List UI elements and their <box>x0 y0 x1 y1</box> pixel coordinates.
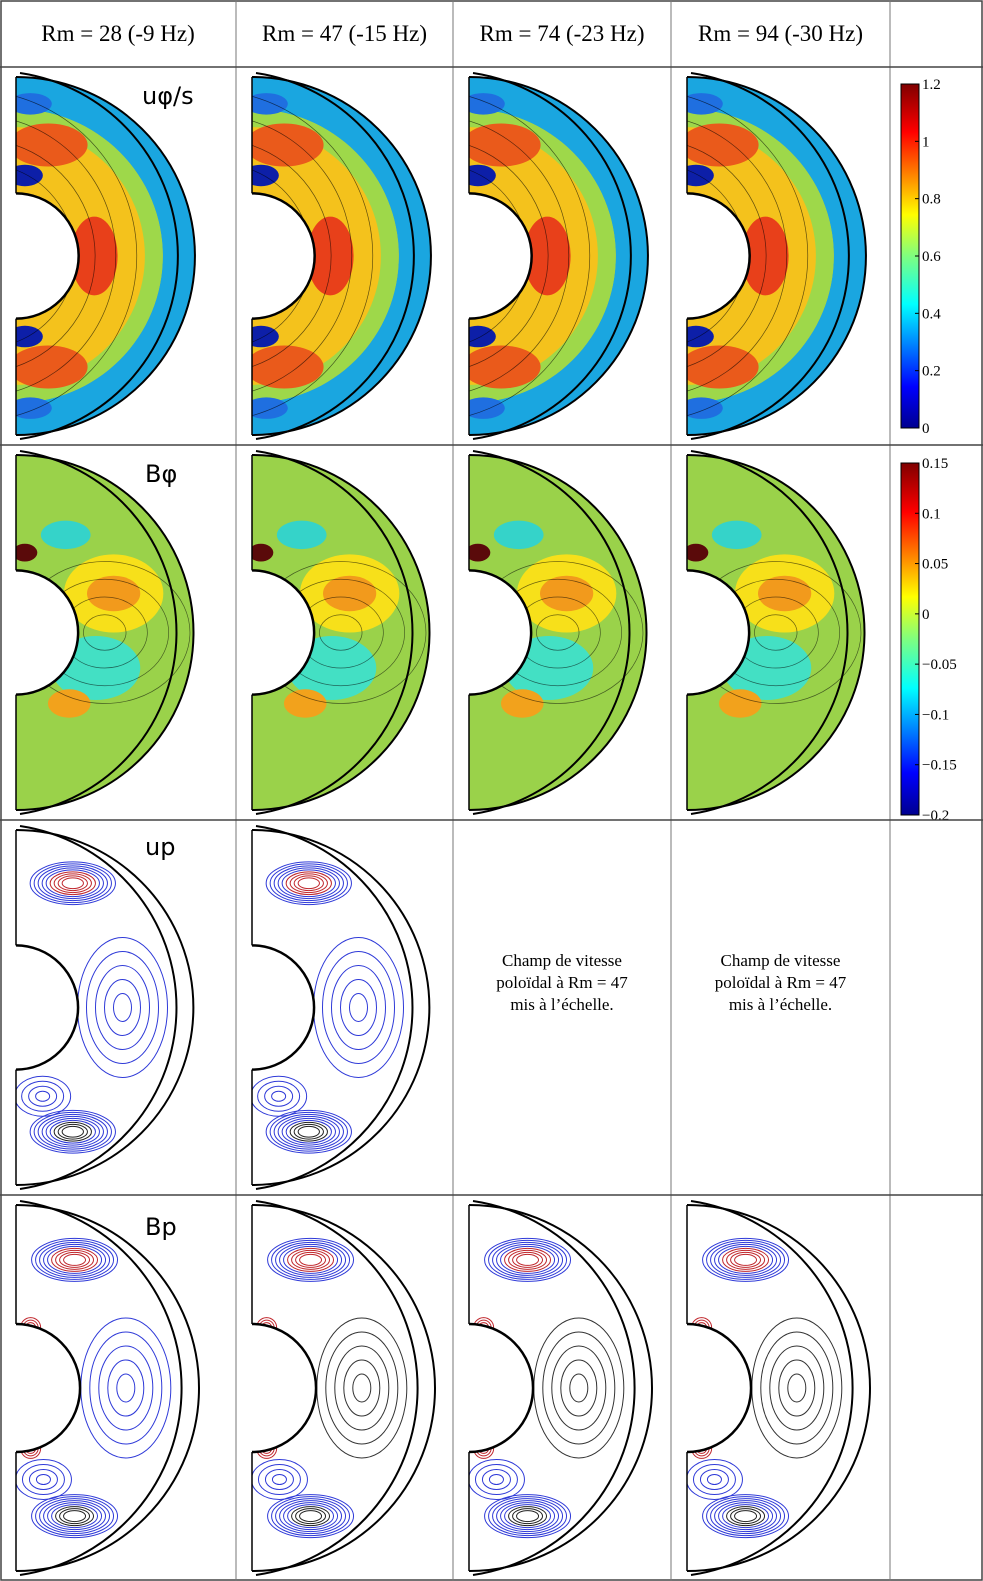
column-header-4: Rm = 94 (-30 Hz) <box>698 20 863 46</box>
plot-bp-col1 <box>15 1200 200 1576</box>
colorbar-uphi-tick: 0.4 <box>922 306 941 322</box>
note-line-1: Champ de vitesse <box>502 951 622 970</box>
plot-bp-col2 <box>251 1200 436 1576</box>
plot-bphi-col4 <box>686 450 866 815</box>
colorbar-bphi-tick: 0.15 <box>922 456 948 472</box>
note-line-3: mis à l’échelle. <box>510 995 614 1014</box>
note-line-3: mis à l’échelle. <box>728 995 833 1014</box>
plot-uphi-col2 <box>251 72 432 440</box>
note-line-2: poloïdal à Rm = 47 <box>496 973 628 992</box>
plot-bp-col3 <box>468 1200 653 1576</box>
plot-up-col2 <box>251 825 431 1190</box>
note-cell-col3: Champ de vitesse poloïdal à Rm = 47 mis … <box>453 820 671 1195</box>
note-cell-col4: Champ de vitesse poloïdal à Rm = 47 mis … <box>671 820 890 1195</box>
colorbar-bphi-tick: 0.05 <box>922 557 948 573</box>
plot-bp-col4 <box>686 1200 871 1576</box>
colorbar-bphi-tick: −0.2 <box>922 808 949 824</box>
plot-uphi-col3 <box>468 72 649 440</box>
colorbar-bphi-tick: −0.15 <box>922 758 957 774</box>
column-header-3: Rm = 74 (-23 Hz) <box>479 20 645 46</box>
colorbar-bphi: 0.15 0.1 0.05 0 −0.05 −0.1 −0.15 −0.2 <box>900 456 957 824</box>
colorbar-uphi-tick: 0 <box>922 421 930 437</box>
plot-bphi-col2 <box>251 450 431 815</box>
row-label-bp: Bp <box>145 1213 177 1241</box>
colorbar-bphi-tick: −0.1 <box>922 707 949 723</box>
row-label-up: up <box>145 833 176 861</box>
note-line-1: Champ de vitesse <box>720 951 841 970</box>
colorbar-bphi-tick: 0.1 <box>922 506 941 522</box>
colorbar-uphi-tick: 0.2 <box>922 364 941 380</box>
plot-bphi-col3 <box>468 450 648 815</box>
column-header-2: Rm = 47 (-15 Hz) <box>262 20 427 46</box>
scaled-velocity-note: Champ de vitesse poloïdal à Rm = 47 mis … <box>671 950 890 1016</box>
column-header-1: Rm = 28 (-9 Hz) <box>41 20 195 46</box>
plot-bphi-col1 <box>15 450 195 815</box>
colorbar-uphi-tick: 1 <box>922 134 930 150</box>
plot-uphi-col4 <box>686 72 867 440</box>
colorbar-bphi-tick: −0.05 <box>922 657 957 673</box>
colorbar-uphi-tick: 0.8 <box>922 192 941 208</box>
row-label-bphi: Bφ <box>145 460 178 488</box>
colorbar-bphi-tick: 0 <box>922 607 930 623</box>
note-line-2: poloïdal à Rm = 47 <box>714 973 847 992</box>
colorbar-uphi-tick: 0.6 <box>922 249 941 265</box>
colorbar-uphi: 1.2 1 0.8 0.6 0.4 0.2 0 <box>900 77 941 437</box>
colorbar-uphi-tick: 1.2 <box>922 77 941 93</box>
plot-uphi-col1 <box>15 72 196 440</box>
scaled-velocity-note: Champ de vitesse poloïdal à Rm = 47 mis … <box>453 950 671 1016</box>
plot-up-col1 <box>15 825 195 1190</box>
row-label-uphi: uφ/s <box>142 82 194 110</box>
